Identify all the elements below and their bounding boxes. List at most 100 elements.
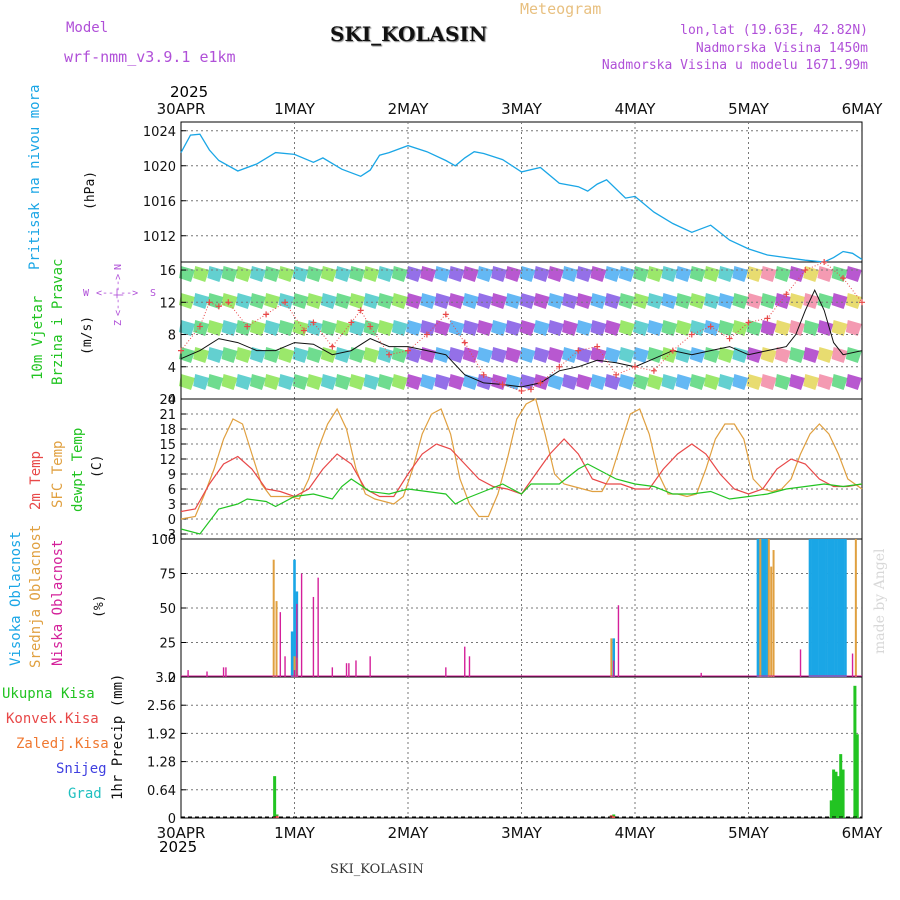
wind-barb: [264, 320, 281, 336]
wind-barb: [562, 266, 579, 282]
wind-barb: [349, 293, 366, 309]
wind-barb: [363, 347, 380, 363]
wind-barb: [363, 374, 380, 390]
x-date-label-top: 2MAY: [388, 100, 430, 118]
wind-barb: [448, 293, 465, 309]
wind-barb: [377, 347, 394, 363]
cloud-bar-low: [317, 577, 319, 677]
wind-barb: [377, 320, 394, 336]
wind-barb: [406, 320, 422, 336]
wind-barb: [505, 374, 522, 390]
wind-gust-marker: [650, 367, 657, 374]
wind-barb: [221, 293, 238, 309]
cloud-bar-low: [187, 670, 189, 677]
y-tick-label: 1016: [143, 195, 176, 210]
wind-barb: [462, 293, 479, 309]
cloud-bar-high: [815, 539, 819, 677]
wind-barb: [462, 320, 479, 336]
wind-barb: [718, 320, 735, 336]
wind-barb: [519, 320, 536, 336]
wind-barb: [633, 320, 649, 336]
wind-barb: [845, 293, 862, 309]
wind-gust-marker: [480, 371, 487, 378]
wind-barb: [774, 347, 791, 363]
y-tick-label: 15: [159, 438, 176, 453]
wind-barb: [746, 374, 763, 390]
wind-barb: [420, 347, 437, 363]
cloud-bar-low: [464, 646, 466, 677]
wind-barb: [320, 266, 337, 282]
cloud-bar-low: [296, 603, 298, 677]
wind-barb: [789, 347, 806, 363]
wind-gust-marker: [367, 323, 374, 330]
wind-barb: [306, 374, 323, 390]
wind-barb: [448, 347, 465, 363]
wind-barb: [831, 320, 848, 336]
y-tick-label: 2.56: [147, 699, 176, 714]
wind-barb: [349, 374, 366, 390]
wind-barb: [391, 374, 408, 390]
sfc-temp-line: [180, 398, 863, 520]
wind-barb: [420, 293, 437, 309]
cloud-bar-high: [766, 539, 769, 677]
wind-barb: [732, 293, 749, 309]
y-tick-label: 1024: [143, 125, 176, 140]
wind-barb: [590, 347, 607, 363]
precip-bar-total: [841, 769, 845, 818]
cloud-bar-mid: [854, 539, 857, 677]
wind-barb: [732, 266, 749, 282]
wind-gust-marker: [282, 299, 289, 306]
y-tick-label: 8: [168, 329, 176, 344]
cloud-bar-low: [284, 656, 286, 677]
wind-barb: [278, 293, 295, 309]
wind-barb: [746, 293, 763, 309]
wind-barb: [391, 320, 408, 336]
wind-barb: [306, 266, 323, 282]
y-tick-label: 0: [168, 393, 176, 408]
wind-barb: [420, 266, 437, 282]
wind-barb: [760, 266, 777, 282]
cloud-bar-low: [369, 656, 371, 677]
y-tick-label: 0: [168, 513, 176, 528]
wind-barb: [320, 293, 337, 309]
wind-gust-marker: [244, 323, 251, 330]
wind-barb: [349, 320, 366, 336]
wind-gust-marker: [405, 347, 411, 354]
wind-barb: [774, 320, 791, 336]
cloud-bar-low: [312, 596, 315, 677]
wind-barb: [746, 320, 763, 336]
y-tick-label: 50: [159, 602, 176, 617]
wind-barb: [703, 293, 720, 309]
wind-barb: [703, 320, 720, 336]
cloud-bar-high: [839, 539, 843, 677]
wind-gust-marker: [840, 275, 847, 282]
precip-bar-total: [836, 776, 840, 818]
y-tick-label: 0: [168, 671, 176, 686]
wind-barb: [363, 320, 380, 336]
wind-barb: [547, 266, 564, 282]
wind-barb: [604, 293, 621, 309]
wind-barb: [278, 347, 295, 363]
y-tick-label: 0.64: [147, 784, 176, 799]
wind-barb: [845, 374, 862, 390]
wind-barb: [249, 266, 266, 282]
model-label: Model: [66, 20, 109, 36]
cloud-bar-low: [700, 672, 702, 677]
cloud-bar-mid: [272, 559, 275, 677]
y-tick-label: 1.92: [147, 727, 176, 742]
wind-barb: [491, 320, 508, 336]
wind-barb: [278, 266, 295, 282]
wind-gust-marker: [310, 319, 317, 326]
wind-barb: [618, 347, 635, 363]
y-tick-label: 1.28: [147, 756, 176, 771]
wind-barb: [647, 266, 664, 282]
wind-gust-marker: [594, 343, 601, 350]
wind-gust-marker: [745, 319, 752, 326]
x-date-label-bottom: 3MAY: [501, 824, 543, 842]
precip-bar-convective: [273, 817, 277, 818]
precip-legend-convective: Konvek.Kisa: [6, 711, 99, 727]
model-elevation-label: Nadmorska Visina u modelu 1671.99m: [601, 58, 868, 73]
wind-barb: [306, 320, 323, 336]
cloud-bar-low: [206, 671, 208, 677]
